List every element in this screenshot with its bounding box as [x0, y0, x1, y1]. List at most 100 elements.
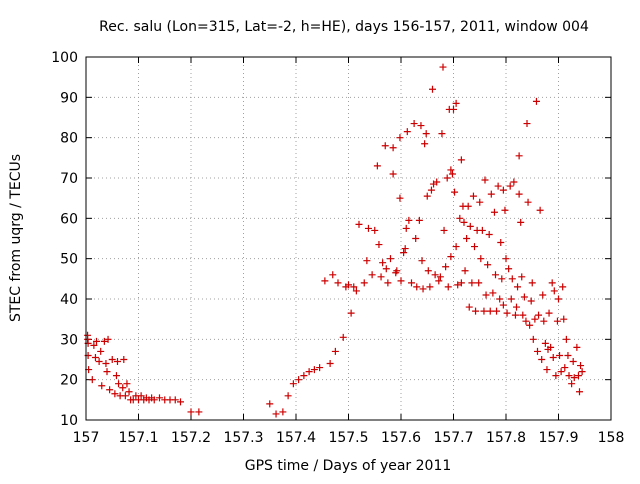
- data-point: [368, 271, 376, 279]
- data-point: [106, 386, 114, 394]
- x-tick-label: 157: [73, 430, 100, 446]
- data-point: [477, 255, 485, 263]
- data-point: [496, 295, 504, 303]
- data-point: [111, 390, 119, 398]
- data-point: [499, 301, 507, 309]
- data-point: [569, 358, 577, 366]
- data-point: [556, 351, 564, 359]
- data-point: [405, 216, 413, 224]
- data-point: [562, 335, 570, 343]
- data-point: [555, 295, 562, 303]
- data-point: [502, 255, 510, 263]
- y-tick-label: 30: [60, 332, 78, 348]
- data-point: [497, 239, 505, 247]
- data-point: [541, 339, 549, 347]
- data-point: [577, 362, 585, 370]
- data-point: [389, 170, 397, 178]
- data-point: [457, 156, 465, 164]
- data-point: [493, 307, 501, 315]
- data-point: [463, 235, 471, 242]
- x-axis-label: GPS time / Days of year 2011: [245, 458, 452, 474]
- data-point: [334, 279, 342, 287]
- data-point: [91, 353, 99, 361]
- data-point: [115, 380, 123, 388]
- data-point: [478, 226, 486, 234]
- data-point: [272, 410, 280, 418]
- data-point: [326, 360, 334, 368]
- data-point: [471, 243, 478, 251]
- data-point: [295, 376, 303, 384]
- data-point: [564, 351, 572, 359]
- data-point: [557, 368, 565, 376]
- data-point: [515, 190, 523, 198]
- data-point: [510, 178, 518, 186]
- data-point: [382, 265, 390, 273]
- data-point: [578, 368, 586, 376]
- data-point: [363, 257, 371, 265]
- data-point: [514, 283, 522, 291]
- data-point: [466, 222, 474, 230]
- data-point: [279, 408, 287, 416]
- data-point: [156, 394, 163, 402]
- data-point: [403, 128, 411, 136]
- data-point: [410, 120, 418, 128]
- data-point: [505, 265, 513, 273]
- data-point: [515, 152, 523, 160]
- y-tick-label: 80: [60, 131, 78, 147]
- data-point: [310, 366, 318, 374]
- y-tick-label: 90: [60, 90, 78, 106]
- data-point: [171, 396, 179, 404]
- data-point: [454, 281, 462, 289]
- data-point: [535, 311, 543, 319]
- data-point: [415, 216, 423, 224]
- data-point: [494, 182, 502, 190]
- data-point: [451, 188, 459, 196]
- data-point: [345, 281, 352, 289]
- data-point: [447, 253, 455, 261]
- data-point: [119, 384, 127, 392]
- data-point: [565, 372, 573, 380]
- data-point: [373, 162, 381, 170]
- data-point: [534, 347, 541, 355]
- data-point: [576, 388, 583, 396]
- data-point: [447, 166, 455, 174]
- data-point: [457, 279, 465, 287]
- data-point: [375, 241, 383, 249]
- y-tick-label: 100: [51, 50, 78, 66]
- data-point: [517, 218, 525, 226]
- x-tick-label: 157.8: [486, 430, 526, 446]
- data-point: [103, 368, 111, 376]
- data-point: [506, 182, 514, 190]
- data-point: [408, 279, 415, 287]
- data-point: [88, 376, 96, 384]
- data-point: [289, 380, 297, 388]
- x-tick-label: 157.5: [328, 430, 368, 446]
- data-point: [465, 303, 473, 311]
- data-point: [443, 174, 451, 182]
- data-point: [424, 267, 432, 275]
- data-point: [426, 283, 434, 291]
- data-point: [195, 408, 203, 416]
- data-point: [393, 267, 401, 275]
- data-point: [321, 277, 329, 285]
- data-point: [469, 192, 477, 200]
- grid: [86, 57, 611, 420]
- data-point: [381, 142, 389, 150]
- data-point: [95, 358, 103, 366]
- data-point: [573, 343, 581, 351]
- data-point: [419, 285, 427, 293]
- data-point: [347, 309, 355, 317]
- data-point: [476, 198, 484, 206]
- data-point: [560, 315, 568, 323]
- data-point: [487, 190, 495, 198]
- data-point: [400, 249, 408, 257]
- data-point: [102, 360, 110, 368]
- plot-frame: [85, 56, 612, 421]
- data-point: [429, 85, 436, 93]
- data-point: [436, 273, 444, 281]
- data-point: [570, 374, 578, 382]
- data-point: [520, 293, 528, 301]
- data-point: [412, 235, 420, 242]
